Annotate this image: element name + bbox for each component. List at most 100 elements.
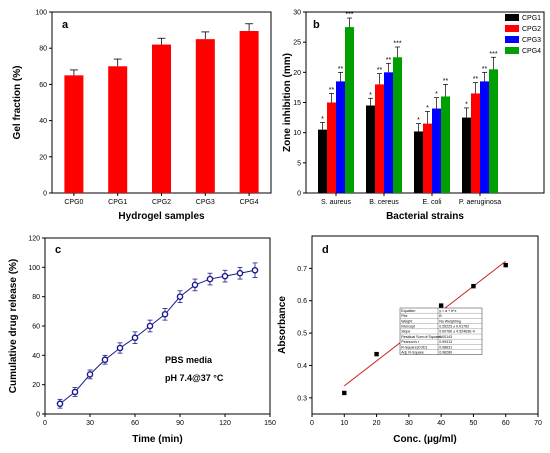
- significance-label: *: [465, 101, 468, 108]
- x-tick-label: CPG0: [64, 199, 83, 206]
- x-tick-label: 60: [502, 420, 510, 427]
- data-point: [191, 281, 199, 289]
- y-tick-label: 0.6: [297, 298, 307, 305]
- y-axis-label: Cumulative drug release (%): [8, 259, 19, 393]
- data-point: [206, 275, 214, 283]
- fit-table-value: y = a + b*x: [439, 309, 456, 313]
- significance-label: *: [426, 105, 429, 112]
- fit-table-key: Slope: [401, 330, 410, 334]
- y-tick-label: 0: [43, 191, 47, 198]
- y-tick-label: 100: [35, 10, 47, 17]
- panel-c: 0 20 40 60 80 100 120 0 30 60 90 120 150 PBS media pH …: [8, 236, 276, 446]
- fit-table-value: 0.98289: [439, 351, 452, 355]
- fit-table-value: 0.99313: [439, 340, 452, 344]
- data-point: [86, 371, 94, 378]
- data-point: [161, 310, 169, 318]
- significance-label: **: [482, 66, 488, 73]
- y-tick-label: 20: [32, 382, 40, 389]
- data-point: [503, 262, 508, 268]
- y-tick-label: 100: [28, 265, 40, 272]
- x-tick-label: 10: [340, 420, 348, 427]
- y-tick-label: 0: [297, 191, 301, 198]
- fit-table-key: Residual Sum of Squares: [401, 335, 442, 339]
- fit-table-key: Plot: [401, 314, 407, 318]
- panel-letter: a: [62, 19, 69, 31]
- x-axis-label: Time (min): [132, 434, 182, 445]
- data-point: [342, 390, 347, 396]
- x-tick-label: 0: [43, 420, 47, 427]
- y-axis-label: Zone inhibition (mm): [282, 53, 293, 152]
- x-tick-label: B. cereus: [369, 199, 399, 206]
- significance-label: ***: [489, 51, 497, 58]
- y-tick-label: 10: [293, 130, 301, 137]
- fit-table-value: 0.26225 ± 0.01762: [439, 325, 469, 329]
- panel-a: 0 20 40 60 80 100 CPG0 CPG1 CPG2 CPG3 CPG4 Hydrogel…: [12, 10, 272, 222]
- legend-label: CPG2: [522, 26, 541, 33]
- y-tick-label: 60: [39, 82, 47, 89]
- data-point: [236, 269, 244, 277]
- x-tick-label: 60: [131, 420, 139, 427]
- legend-swatch: [505, 47, 519, 54]
- significance-label: **: [329, 87, 335, 94]
- legend-swatch: [505, 36, 519, 43]
- bar: [152, 44, 171, 193]
- annotation-line: PBS media: [165, 355, 213, 365]
- data-point: [146, 322, 154, 330]
- bar: [239, 31, 259, 193]
- y-tick-label: 5: [297, 160, 301, 167]
- significance-label: *: [321, 116, 324, 123]
- legend-label: CPG4: [522, 48, 541, 55]
- fit-table-value: 0.00143: [439, 335, 452, 339]
- bar: [414, 131, 423, 193]
- y-tick-label: 30: [293, 10, 301, 17]
- legend-swatch: [505, 14, 519, 21]
- fit-table-value: 0.98631: [439, 345, 452, 349]
- bar: [441, 96, 450, 193]
- x-tick-label: CPG2: [152, 199, 171, 206]
- significance-label: *: [435, 91, 438, 98]
- x-axis-label: Bacterial strains: [386, 211, 464, 222]
- data-point: [176, 293, 184, 300]
- data-point: [221, 272, 229, 280]
- bar: [432, 108, 441, 193]
- data-point: [56, 400, 64, 408]
- significance-label: **: [386, 57, 392, 64]
- legend-label: CPG3: [522, 37, 541, 44]
- fit-table-key: Pearson's r: [401, 340, 420, 344]
- fit-table-value: B: [439, 314, 442, 318]
- legend: CPG1 CPG2 CPG3 CPG4: [505, 14, 541, 55]
- data-point: [131, 334, 139, 342]
- x-tick-label: CPG3: [196, 199, 215, 206]
- y-tick-label: 0.4: [297, 363, 307, 370]
- annotation-line: pH 7.4@37 °C: [165, 373, 224, 383]
- y-axis-label: Absorbance: [277, 296, 288, 354]
- significance-label: *: [417, 117, 420, 124]
- data-point: [116, 344, 124, 352]
- x-tick-label: 30: [405, 420, 413, 427]
- bar: [462, 117, 471, 193]
- panel-letter: b: [313, 19, 320, 31]
- bar: [336, 81, 345, 193]
- significance-label: **: [377, 67, 383, 74]
- y-tick-label: 60: [32, 324, 40, 331]
- x-tick-label: S. aureus: [321, 199, 351, 206]
- y-tick-label: 0: [36, 412, 40, 419]
- x-tick-label: 40: [437, 420, 445, 427]
- panel-d-frame: [311, 235, 539, 415]
- data-point: [101, 356, 109, 364]
- x-axis-label: Conc. (µg/ml): [393, 434, 457, 445]
- fit-table-key: R-Square(COD): [401, 345, 427, 349]
- y-tick-label: 120: [28, 236, 40, 243]
- fit-table-value: 0.00766 ± 4.52463E-4: [439, 330, 475, 334]
- significance-label: **: [443, 78, 449, 85]
- significance-label: ***: [393, 40, 401, 47]
- bar: [375, 84, 384, 193]
- x-tick-label: 20: [373, 420, 381, 427]
- data-point: [71, 388, 79, 396]
- data-point: [374, 351, 379, 357]
- y-tick-label: 25: [293, 40, 301, 47]
- bar: [195, 39, 215, 194]
- x-axis-label: Hydrogel samples: [118, 211, 205, 222]
